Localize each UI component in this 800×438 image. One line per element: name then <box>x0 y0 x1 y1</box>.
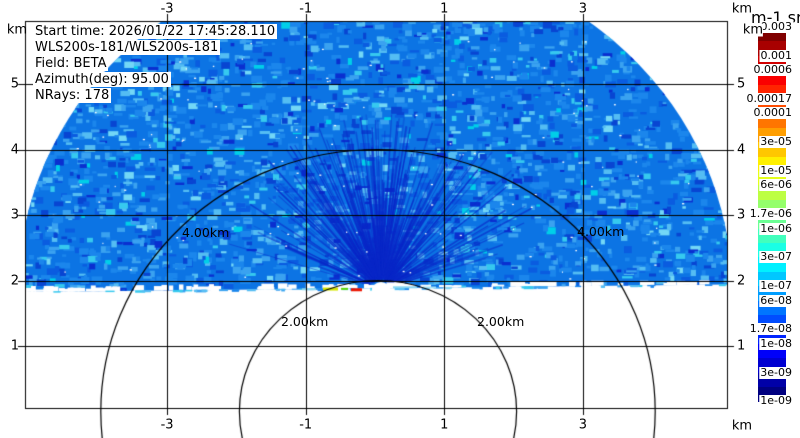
colorbar-tick-label: 6e-08 <box>759 293 793 307</box>
y-axis-unit-left: km <box>6 22 28 38</box>
field-label: Field: BETA <box>33 56 109 71</box>
y-axis-tick-right: 3 <box>737 207 746 223</box>
colorbar-tick-label: 0.0001 <box>752 106 793 120</box>
y-axis-tick-right: 2 <box>737 273 746 288</box>
colorbar-tick-label: 1e-07 <box>759 279 793 293</box>
y-axis-tick-left: 1 <box>10 338 19 354</box>
colorbar-tick-label: 6e-06 <box>759 178 793 192</box>
colorbar-tick-label: 3e-09 <box>759 365 793 379</box>
x-axis-unit-top: km <box>731 1 753 17</box>
instrument-label: WLS200s-181/WLS200s-181 <box>33 40 221 55</box>
y-axis-tick-left: 5 <box>10 76 19 92</box>
colorbar-tick-label: 3e-05 <box>759 135 793 149</box>
colorbar-tick-label: 1e-05 <box>759 164 793 177</box>
x-axis-tick-bottom: 1 <box>440 417 449 433</box>
nrays-label: NRays: 178 <box>33 88 112 103</box>
y-axis-tick-right: 5 <box>737 76 746 92</box>
colorbar-tick-label: 0.001 <box>759 48 793 62</box>
x-axis-tick-bottom: 3 <box>578 417 588 433</box>
azimuth-label: Azimuth(deg): 95.00 <box>33 72 171 87</box>
range-ring-label: 2.00km <box>477 314 525 329</box>
colorbar-tick-label: 1.7e-06 <box>748 207 793 221</box>
colorbar-tick-label: 0.00017 <box>745 92 793 105</box>
colorbar-tick-label: 3e-07 <box>759 250 793 264</box>
colorbar-tick-label: 1.7e-08 <box>748 322 793 336</box>
colorbar-tick-label: 0.0006 <box>752 63 793 77</box>
colorbar-tick-label: 1e-08 <box>759 336 793 350</box>
x-axis-tick-top: 3 <box>578 1 588 17</box>
colorbar-tick-label: 0.003 <box>759 20 793 33</box>
x-axis-unit-bottom: km <box>731 418 753 434</box>
range-ring-label: 4.00km <box>577 224 625 239</box>
y-axis-tick-left: 2 <box>10 273 19 288</box>
x-axis-tick-bottom: -3 <box>160 417 174 433</box>
x-axis-tick-top: -3 <box>160 1 174 17</box>
y-axis-unit-right: km <box>742 22 764 38</box>
x-axis-tick-bottom: -1 <box>299 417 313 433</box>
range-ring-label: 4.00km <box>182 225 230 240</box>
y-axis-tick-right: 4 <box>737 142 746 157</box>
colorbar-tick-label: 1e-06 <box>759 221 793 235</box>
start-time-label: Start time: 2026/01/22 17:45:28.110 <box>33 24 278 39</box>
y-axis-tick-right: 1 <box>737 338 746 354</box>
x-axis-tick-top: 1 <box>440 1 449 17</box>
x-axis-tick-top: -1 <box>299 1 313 17</box>
colorbar-tick-label: 1e-09 <box>759 394 793 408</box>
range-ring-label: 2.00km <box>281 314 329 329</box>
y-axis-tick-left: 4 <box>10 142 19 157</box>
y-axis-tick-left: 3 <box>10 207 19 223</box>
